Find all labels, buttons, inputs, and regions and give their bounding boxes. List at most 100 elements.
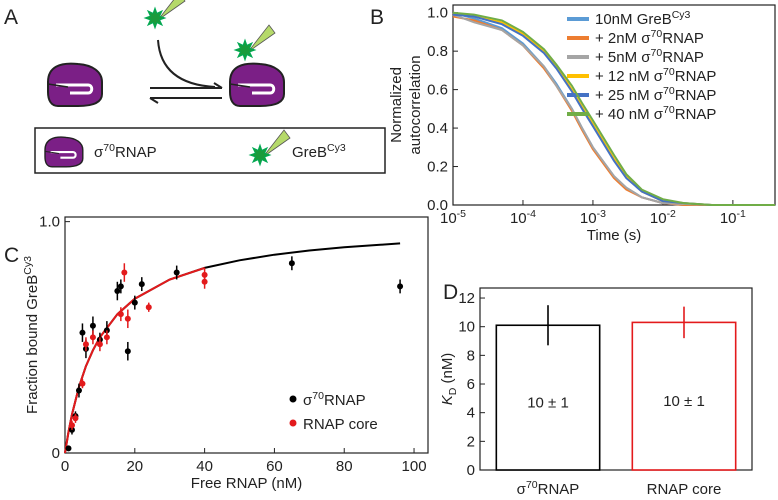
bar bbox=[495, 324, 601, 471]
text-part: 70 bbox=[103, 142, 115, 154]
x-tick-label: 10-5 bbox=[440, 208, 466, 227]
text-part: + 25 nM σ bbox=[595, 87, 664, 104]
data-point bbox=[117, 283, 124, 290]
text-part: 70 bbox=[651, 47, 663, 59]
data-point bbox=[114, 288, 121, 295]
text-part: RNAP bbox=[675, 106, 717, 123]
legend-label: σ70RNAP bbox=[303, 390, 366, 409]
x-tick-label: 60 bbox=[266, 458, 283, 475]
text-part: + 5nM σ bbox=[595, 49, 651, 66]
text-part: + 40 nM σ bbox=[595, 106, 664, 123]
x-tick-label: 100 bbox=[402, 458, 427, 475]
legend-marker bbox=[289, 419, 297, 427]
y-tick-label: 0.8 bbox=[427, 43, 448, 60]
text-part: RNAP core bbox=[647, 481, 722, 498]
y-tick-label: 8 bbox=[467, 347, 475, 364]
value-label: 10 ± 1 bbox=[527, 395, 569, 412]
text-part: -5 bbox=[457, 208, 466, 220]
text-part: σ bbox=[303, 392, 313, 409]
x-tick-label: 10-2 bbox=[650, 208, 676, 227]
text-part: -4 bbox=[527, 208, 536, 220]
x-tick-label: 10-3 bbox=[580, 208, 606, 227]
panel-label: C bbox=[4, 244, 19, 267]
legend-label: + 2nM σ70RNAP bbox=[595, 28, 704, 47]
y-tick-label: 0 bbox=[52, 445, 60, 462]
text-part: 10 bbox=[440, 210, 457, 227]
legend-label: σ70RNAP bbox=[94, 142, 157, 161]
data-point bbox=[131, 299, 138, 306]
x-axis-label: Free RNAP (nM) bbox=[191, 475, 302, 492]
legend-label: + 5nM σ70RNAP bbox=[595, 47, 704, 66]
forward-arrow bbox=[150, 82, 223, 89]
x-tick-label: 20 bbox=[126, 458, 143, 475]
text-part: RNAP bbox=[662, 30, 704, 47]
data-point bbox=[145, 304, 152, 311]
data-point bbox=[75, 387, 82, 394]
x-tick-label: 80 bbox=[336, 458, 353, 475]
legend-label: + 25 nM σ70RNAP bbox=[595, 85, 716, 104]
data-point bbox=[79, 329, 86, 336]
legend-label: GreBCy3 bbox=[292, 142, 346, 161]
text-part: RNAP bbox=[675, 87, 717, 104]
data-point bbox=[89, 334, 96, 341]
data-point bbox=[72, 415, 79, 422]
x-tick-label: 40 bbox=[196, 458, 213, 475]
data-point bbox=[288, 260, 295, 267]
data-point bbox=[124, 315, 131, 322]
y-axis-label: autocorrelation bbox=[407, 55, 424, 154]
text-part: Cy3 bbox=[327, 142, 346, 154]
text-part: RNAP bbox=[115, 144, 157, 161]
text-part: 70 bbox=[663, 104, 675, 116]
text-part: σ bbox=[517, 481, 527, 498]
text-part: 70 bbox=[651, 28, 663, 40]
data-point bbox=[121, 269, 128, 276]
series-line bbox=[452, 11, 775, 206]
text-part: K bbox=[439, 394, 456, 405]
text-part: D bbox=[447, 387, 459, 395]
y-tick-label: 0.4 bbox=[427, 120, 448, 137]
text-part: 10 bbox=[720, 210, 737, 227]
binding-arrow bbox=[157, 39, 216, 88]
data-point bbox=[65, 445, 72, 452]
x-tick-label: 10-4 bbox=[510, 208, 536, 227]
rnap-icon bbox=[228, 62, 286, 108]
text-part: RNAP bbox=[675, 68, 717, 85]
legend-label: 10nM GreBCy3 bbox=[595, 9, 691, 28]
fit-curve bbox=[64, 266, 205, 454]
y-tick-label: 6 bbox=[467, 376, 475, 393]
data-point bbox=[89, 322, 96, 329]
data-point bbox=[117, 311, 124, 318]
y-tick-label: 4 bbox=[467, 405, 475, 422]
legend-label: RNAP core bbox=[303, 416, 378, 433]
text-part: 10 bbox=[650, 210, 667, 227]
data-point bbox=[201, 278, 208, 285]
data-point bbox=[397, 283, 404, 290]
y-tick-label: 1.0 bbox=[39, 214, 60, 231]
text-part: 10 bbox=[580, 210, 597, 227]
y-tick-label: 10 bbox=[458, 319, 475, 336]
reverse-arrow bbox=[149, 97, 222, 104]
plot-frame bbox=[479, 287, 753, 471]
text-part: 70 bbox=[312, 390, 324, 402]
text-part: -2 bbox=[667, 208, 676, 220]
y-tick-label: 1.0 bbox=[427, 5, 448, 22]
legend-label: + 40 nM σ70RNAP bbox=[595, 104, 716, 123]
x-tick-label: 10-1 bbox=[720, 208, 746, 227]
panel-label: D bbox=[443, 281, 458, 304]
y-tick-label: 0.2 bbox=[427, 159, 448, 176]
x-tick-label: σ70RNAP bbox=[517, 479, 580, 498]
data-point bbox=[96, 341, 103, 348]
diagram: σ70RNAP GreBCy3 bbox=[34, 0, 386, 174]
plot-frame bbox=[452, 4, 776, 206]
x-axis-label: Time (s) bbox=[587, 227, 641, 244]
legend-marker bbox=[289, 395, 297, 403]
y-tick-label: 0 bbox=[467, 462, 475, 479]
text-part: + 12 nM σ bbox=[595, 68, 664, 85]
text-part: RNAP bbox=[538, 481, 580, 498]
data-point bbox=[103, 334, 110, 341]
text-part: σ bbox=[94, 144, 104, 161]
data-point bbox=[82, 341, 89, 348]
panel-label: B bbox=[370, 6, 384, 29]
legend-label: + 12 nM σ70RNAP bbox=[595, 66, 716, 85]
